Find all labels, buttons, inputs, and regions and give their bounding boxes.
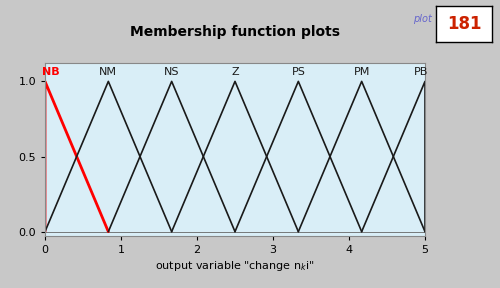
Text: NB: NB (42, 67, 60, 77)
Text: PB: PB (414, 67, 428, 77)
Text: NM: NM (100, 67, 117, 77)
Text: NS: NS (164, 67, 180, 77)
Text: PM: PM (354, 67, 370, 77)
Text: Z: Z (231, 67, 239, 77)
X-axis label: output variable "change n$_k$i": output variable "change n$_k$i" (156, 259, 314, 273)
Text: plot: plot (413, 14, 432, 24)
Title: Membership function plots: Membership function plots (130, 24, 340, 39)
Text: 181: 181 (447, 15, 481, 33)
Text: PS: PS (292, 67, 306, 77)
